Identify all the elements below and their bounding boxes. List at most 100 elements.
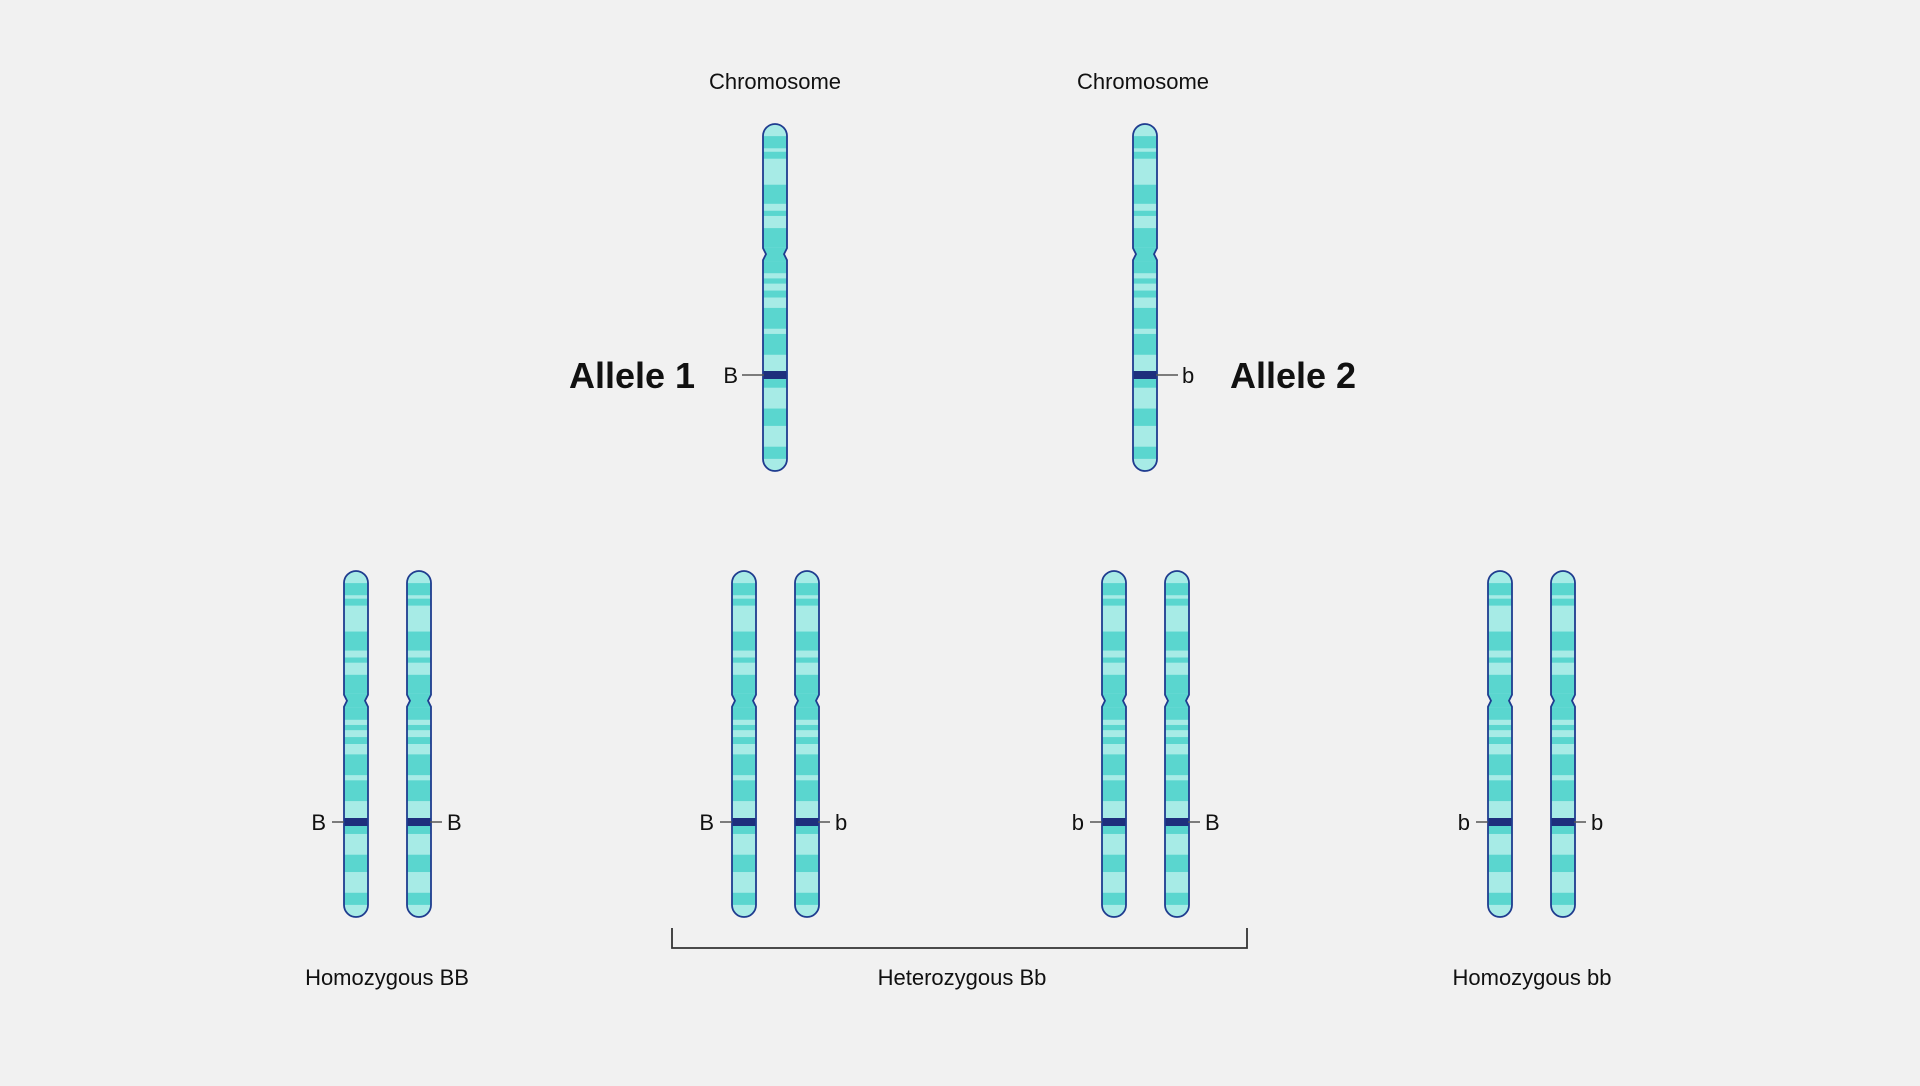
chromosome-outline bbox=[1487, 570, 1513, 918]
gene-label: b bbox=[1591, 810, 1603, 835]
chromosome-band bbox=[763, 228, 787, 248]
chromosome-band bbox=[1165, 674, 1189, 694]
chromosome-band bbox=[1488, 737, 1512, 744]
chromosome-band bbox=[1165, 737, 1189, 744]
gene-label: b bbox=[835, 810, 847, 835]
chromosome-band bbox=[1102, 825, 1126, 834]
chromosome-band bbox=[1133, 210, 1157, 216]
chromosome-band bbox=[1133, 261, 1157, 274]
chromosome-band bbox=[1133, 446, 1157, 459]
chromosome-band bbox=[763, 136, 787, 149]
chromosome-band bbox=[1488, 598, 1512, 606]
chromosome-band bbox=[407, 674, 431, 694]
chromosome-band bbox=[344, 693, 368, 708]
chromosome-band bbox=[407, 598, 431, 606]
chromosome-band bbox=[795, 693, 819, 708]
chromosome-band bbox=[1102, 657, 1126, 663]
chromosome-band bbox=[795, 583, 819, 596]
chromosome-band bbox=[1165, 598, 1189, 606]
chromosome-band bbox=[344, 780, 368, 802]
chromosome-band bbox=[1165, 657, 1189, 663]
chromosome-band bbox=[1551, 754, 1575, 776]
chromosome-band bbox=[1133, 379, 1157, 388]
pair-heterozygous-Bb-1: B b bbox=[699, 570, 847, 918]
chromosome-band bbox=[732, 892, 756, 905]
chromosome-band bbox=[407, 583, 431, 596]
chromosome-band bbox=[344, 754, 368, 776]
chromosome-2-gene-label: b bbox=[1182, 363, 1194, 388]
gene-locus-band bbox=[344, 818, 368, 826]
chromosome-band bbox=[732, 737, 756, 744]
chromosome-band bbox=[1133, 333, 1157, 355]
chromosome-band bbox=[1488, 754, 1512, 776]
gene-locus-band bbox=[1133, 371, 1157, 379]
pair-homozygous-bb: b b Homozygous bb bbox=[1453, 570, 1612, 990]
chromosome-band bbox=[1133, 408, 1157, 426]
chromosome-band bbox=[1133, 136, 1157, 149]
chromosome-band bbox=[1488, 825, 1512, 834]
chromosome-band bbox=[344, 657, 368, 663]
chromosome-band bbox=[1488, 854, 1512, 873]
gene-locus-band bbox=[407, 818, 431, 826]
chromosome-band bbox=[732, 707, 756, 720]
chromosome-band bbox=[1551, 780, 1575, 802]
chromosome-band bbox=[795, 724, 819, 731]
chromosome bbox=[406, 570, 432, 918]
chromosome bbox=[1487, 570, 1513, 918]
chromosome-band bbox=[763, 151, 787, 159]
chromosome-band bbox=[732, 583, 756, 596]
chromosome-band bbox=[1551, 674, 1575, 694]
chromosome-1-gene-label: B bbox=[723, 363, 738, 388]
chromosome-band bbox=[763, 278, 787, 284]
gene-label: b bbox=[1458, 810, 1470, 835]
chromosome-band bbox=[1165, 754, 1189, 776]
chromosome-band bbox=[763, 247, 787, 262]
chromosome-band bbox=[795, 754, 819, 776]
chromosome-band bbox=[795, 598, 819, 606]
chromosome-outline bbox=[406, 570, 432, 918]
chromosome bbox=[794, 570, 820, 918]
chromosome-band bbox=[732, 657, 756, 663]
pair-homozygous-BB: B B Homozygous BB bbox=[305, 570, 469, 990]
chromosome-band bbox=[732, 724, 756, 731]
chromosome-band bbox=[1102, 707, 1126, 720]
chromosome-band bbox=[344, 825, 368, 834]
gene-locus-band bbox=[1102, 818, 1126, 826]
chromosome-band bbox=[1133, 307, 1157, 329]
chromosome-band bbox=[1133, 290, 1157, 298]
caption-homozygous-BB: Homozygous BB bbox=[305, 965, 469, 990]
chromosome-band bbox=[732, 825, 756, 834]
caption-heterozygous-Bb: Heterozygous Bb bbox=[878, 965, 1047, 990]
chromosome-band bbox=[1165, 854, 1189, 873]
caption-homozygous-bb: Homozygous bb bbox=[1453, 965, 1612, 990]
chromosome-band bbox=[1102, 693, 1126, 708]
chromosome-band bbox=[1488, 693, 1512, 708]
chromosome bbox=[1101, 570, 1127, 918]
chromosome-band bbox=[1133, 278, 1157, 284]
chromosome-band bbox=[1551, 707, 1575, 720]
chromosome-band bbox=[407, 892, 431, 905]
chromosome-band bbox=[1102, 724, 1126, 731]
chromosome-band bbox=[1551, 854, 1575, 873]
chromosome-band bbox=[1102, 737, 1126, 744]
chromosome-band bbox=[1165, 780, 1189, 802]
chromosome-band bbox=[344, 892, 368, 905]
chromosome-outline bbox=[1132, 123, 1158, 472]
chromosome-band bbox=[344, 854, 368, 873]
chromosome-band bbox=[1165, 892, 1189, 905]
chromosome-band bbox=[732, 631, 756, 651]
chromosome-band bbox=[407, 707, 431, 720]
chromosome-band bbox=[763, 333, 787, 355]
chromosome-band bbox=[1165, 583, 1189, 596]
chromosome-band bbox=[763, 261, 787, 274]
chromosome-band bbox=[1551, 892, 1575, 905]
chromosome-band bbox=[1551, 693, 1575, 708]
chromosome-band bbox=[732, 780, 756, 802]
chromosome-outline bbox=[1550, 570, 1576, 918]
gene-locus-band bbox=[732, 818, 756, 826]
chromosome-band bbox=[1551, 737, 1575, 744]
chromosome-band bbox=[344, 707, 368, 720]
heterozygous-bracket bbox=[671, 928, 1248, 949]
